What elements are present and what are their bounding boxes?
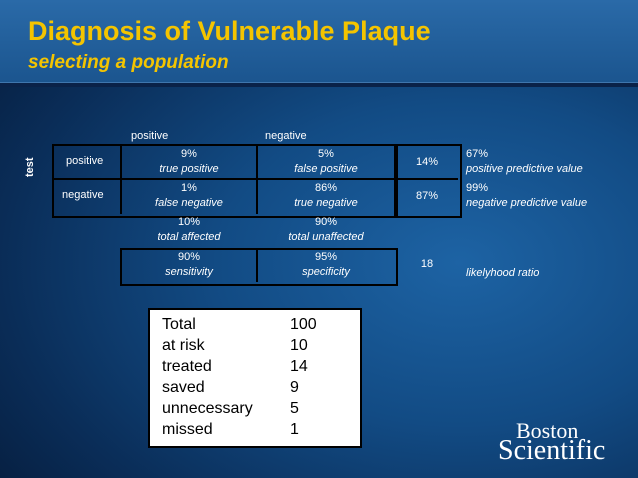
row-totals-box bbox=[394, 144, 462, 218]
cell-total-unaffected: 90% total unaffected bbox=[258, 215, 394, 245]
false-positive-value: 5% bbox=[318, 148, 334, 160]
total-affected-value: 10% bbox=[177, 216, 201, 228]
header-divider bbox=[0, 82, 638, 87]
ppv-value: 67% bbox=[466, 148, 489, 160]
sensitivity-label: sensitivity bbox=[165, 266, 213, 278]
false-negative-value: 1% bbox=[181, 182, 197, 194]
cell-sensitivity: 90% sensitivity bbox=[122, 250, 256, 280]
ppv-block: 67% positive predictive value bbox=[466, 147, 583, 177]
summary-value: 10 bbox=[290, 337, 308, 354]
ppv-label: positive predictive value bbox=[466, 163, 583, 175]
cell-true-negative: 86% true negative bbox=[258, 181, 394, 211]
true-negative-label: true negative bbox=[294, 197, 358, 209]
sensitivity-value: 90% bbox=[177, 251, 201, 263]
cell-false-negative: 1% false negative bbox=[122, 181, 256, 211]
npv-value: 99% bbox=[466, 182, 489, 194]
summary-value: 5 bbox=[290, 400, 299, 417]
total-unaffected-value: 90% bbox=[314, 216, 338, 228]
summary-value: 100 bbox=[290, 316, 317, 333]
row-axis-label: test bbox=[24, 157, 36, 177]
summary-label: unnecessary bbox=[162, 400, 253, 417]
summary-value: 14 bbox=[290, 358, 308, 375]
column-header-positive: positive bbox=[131, 130, 169, 142]
logo-line-1: Boston bbox=[516, 418, 579, 443]
likelihood-ratio-value: 18 bbox=[420, 258, 434, 270]
true-positive-value: 9% bbox=[181, 148, 197, 160]
total-unaffected-label: total unaffected bbox=[288, 231, 364, 243]
matrix-divider-mid bbox=[256, 146, 258, 214]
logo-line-2: Scientific bbox=[498, 435, 606, 466]
page-subtitle: selecting a population bbox=[28, 52, 229, 73]
cell-total-affected: 10% total affected bbox=[122, 215, 256, 245]
cell-false-positive: 5% false positive bbox=[258, 147, 394, 177]
summary-label: Total bbox=[162, 316, 196, 333]
matrix-divider-left bbox=[120, 146, 122, 214]
false-negative-label: false negative bbox=[155, 197, 223, 209]
summary-label: saved bbox=[162, 379, 205, 396]
row-totals-divider bbox=[396, 178, 458, 180]
summary-label: missed bbox=[162, 421, 213, 438]
header-band bbox=[0, 0, 638, 82]
true-negative-value: 86% bbox=[314, 182, 338, 194]
summary-value: 9 bbox=[290, 379, 299, 396]
matrix-divider-row bbox=[54, 178, 394, 180]
sens-spec-box bbox=[120, 248, 398, 286]
false-positive-label: false positive bbox=[294, 163, 358, 175]
row-positive-total: 14% bbox=[415, 156, 439, 168]
summary-label: at risk bbox=[162, 337, 205, 354]
specificity-value: 95% bbox=[314, 251, 338, 263]
cell-true-positive: 9% true positive bbox=[122, 147, 256, 177]
sens-spec-divider bbox=[256, 250, 258, 282]
npv-label: negative predictive value bbox=[466, 197, 588, 209]
likelihood-ratio-label: likelyhood ratio bbox=[466, 267, 540, 279]
page-title: Diagnosis of Vulnerable Plaque bbox=[28, 16, 431, 46]
cell-specificity: 95% specificity bbox=[258, 250, 394, 280]
row-label-negative: negative bbox=[62, 189, 104, 201]
row-negative-total: 87% bbox=[415, 190, 439, 202]
row-label-positive: positive bbox=[66, 155, 104, 167]
npv-block: 99% negative predictive value bbox=[466, 181, 587, 211]
specificity-label: specificity bbox=[302, 266, 350, 278]
boston-scientific-logo: Boston Scientific bbox=[498, 420, 618, 470]
matrix-box bbox=[52, 144, 398, 218]
summary-value: 1 bbox=[290, 421, 299, 438]
true-positive-label: true positive bbox=[159, 163, 219, 175]
summary-box: Total 100 at risk 10 treated 14 saved 9 … bbox=[148, 308, 362, 448]
summary-label: treated bbox=[162, 358, 212, 375]
total-affected-label: total affected bbox=[157, 231, 221, 243]
column-header-negative: negative bbox=[265, 130, 307, 142]
